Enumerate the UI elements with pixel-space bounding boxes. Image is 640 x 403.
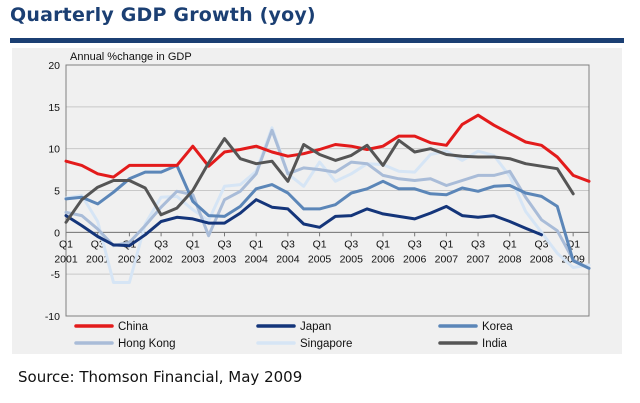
x-tick-quarter: Q3: [408, 238, 422, 250]
x-tick-quarter: Q1: [439, 238, 453, 250]
series-line-japan: [64, 198, 543, 248]
series-line-china: [64, 113, 591, 183]
x-tick-quarter: Q1: [503, 238, 517, 250]
y-tick-label: 15: [48, 102, 60, 114]
x-tick-quarter: Q3: [344, 238, 358, 250]
x-tick-year: 2003: [181, 253, 205, 265]
y-tick-label: 5: [54, 186, 60, 198]
y-tick-label: 0: [54, 227, 60, 239]
x-tick-year: 2006: [403, 253, 427, 265]
source-note: Source: Thomson Financial, May 2009: [18, 368, 303, 386]
x-tick-quarter: Q1: [313, 238, 327, 250]
x-tick-quarter: Q1: [186, 238, 200, 250]
x-tick-year: 2003: [213, 253, 237, 265]
y-axis-label: Annual %change in GDP: [70, 51, 192, 63]
grid: [66, 106, 589, 275]
legend-label-singapore: Singapore: [300, 338, 352, 350]
x-tick-year: 2008: [530, 253, 554, 265]
plot-area-border: [65, 64, 590, 317]
series-line-korea: [64, 163, 591, 270]
y-tick-label: -5: [51, 269, 60, 281]
legend-label-japan: Japan: [300, 321, 331, 333]
x-tick-quarter: Q3: [281, 238, 295, 250]
series-line-hong-kong: [64, 128, 591, 270]
x-tick-year: 2001: [54, 253, 78, 265]
legend-label-hong-kong: Hong Kong: [118, 338, 176, 350]
x-tick-year: 2005: [308, 253, 332, 265]
legend-label-korea: Korea: [482, 321, 513, 333]
x-tick-year: 2005: [340, 253, 364, 265]
y-tick-label: 20: [48, 60, 60, 72]
x-tick-year: 2007: [435, 253, 459, 265]
series-lines: [64, 113, 591, 284]
page-title: Quarterly GDP Growth (yoy): [10, 4, 316, 26]
x-tick-year: 2006: [371, 253, 395, 265]
x-tick-quarter: Q1: [249, 238, 263, 250]
x-tick-year: 2001: [86, 253, 110, 265]
legend-label-china: China: [118, 321, 149, 333]
x-tick-quarter: Q1: [376, 238, 390, 250]
title-divider: [10, 38, 624, 43]
x-tick-quarter: Q3: [154, 238, 168, 250]
legend-label-india: India: [482, 338, 508, 350]
x-tick-year: 2004: [276, 253, 300, 265]
x-tick-quarter: Q3: [217, 238, 231, 250]
x-tick-year: 2002: [149, 253, 173, 265]
legend: China Japan Korea Hong Kong Singapore India: [74, 321, 513, 350]
series-line-india: [64, 137, 575, 224]
x-tick-year: 2004: [245, 253, 269, 265]
x-tick-quarter: Q3: [534, 238, 548, 250]
axis-ticks: 20151050-5-10Q12001Q32001Q12002Q32002Q12…: [45, 60, 585, 323]
x-tick-quarter: Q3: [471, 238, 485, 250]
y-tick-label: 10: [48, 144, 60, 156]
x-tick-quarter: Q1: [59, 238, 73, 250]
x-tick-year: 2008: [498, 253, 522, 265]
x-tick-year: 2007: [466, 253, 490, 265]
y-tick-label: -10: [45, 311, 60, 323]
